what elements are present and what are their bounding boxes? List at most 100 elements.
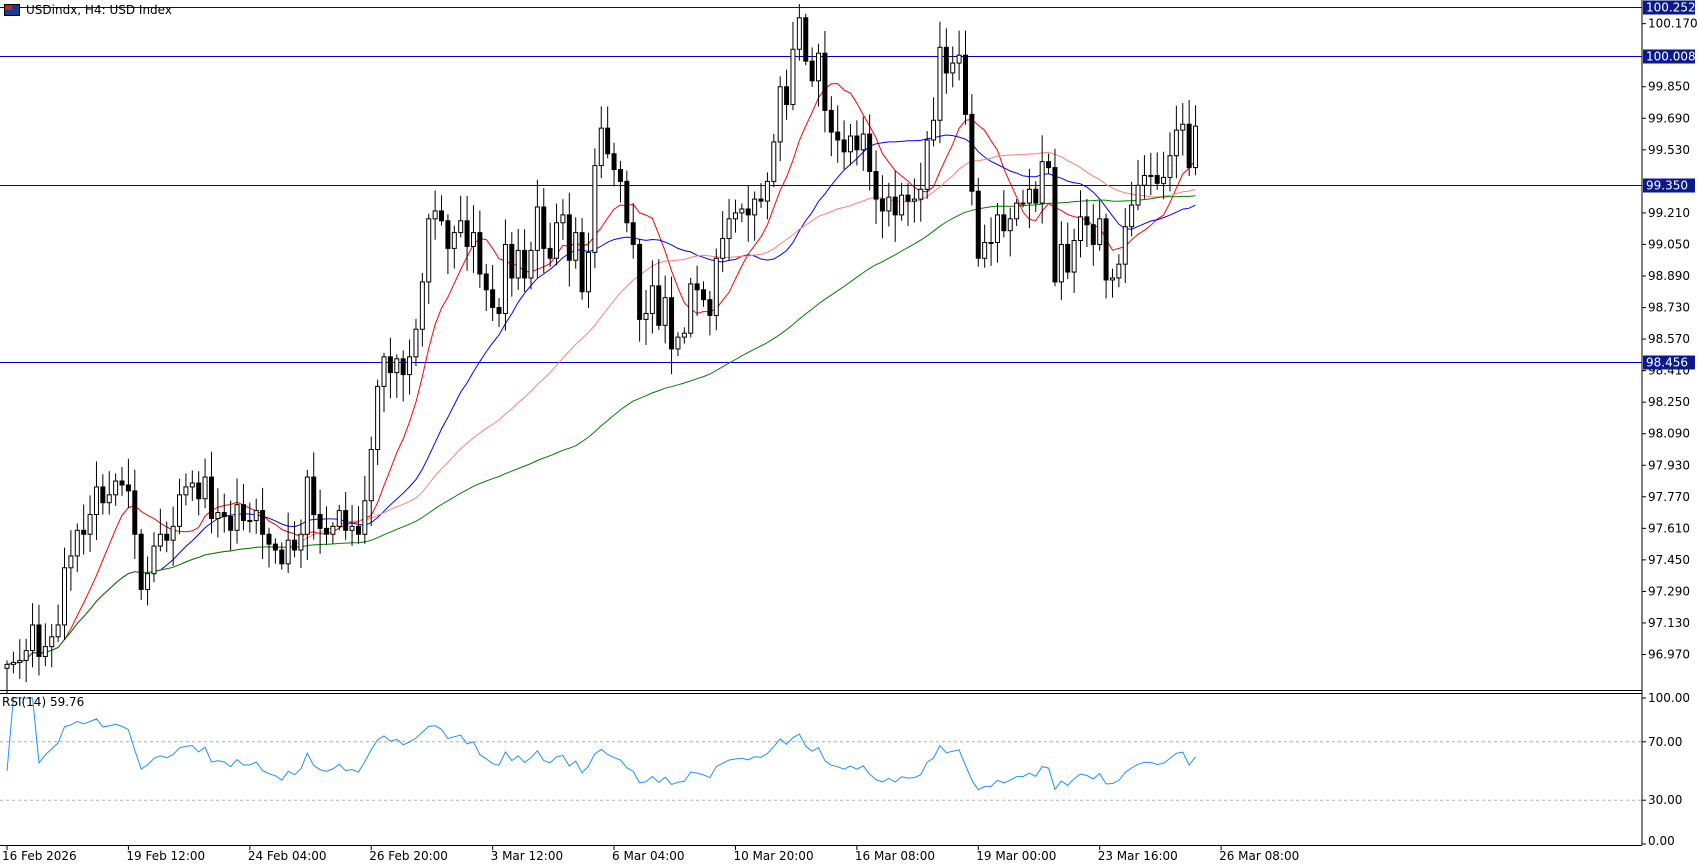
candle bbox=[809, 47, 815, 87]
candle bbox=[905, 183, 911, 226]
candle-body bbox=[713, 257, 719, 316]
candle-body bbox=[956, 54, 962, 64]
candle-body bbox=[873, 171, 879, 200]
candle bbox=[1109, 268, 1115, 298]
price-tick-label: 99.210 bbox=[1648, 206, 1690, 220]
candle bbox=[771, 133, 777, 188]
candle bbox=[17, 639, 23, 679]
candle-body bbox=[266, 533, 272, 545]
candle bbox=[554, 203, 560, 266]
candle-body bbox=[752, 198, 758, 216]
price-tick-label: 97.770 bbox=[1648, 490, 1690, 504]
candle-body bbox=[892, 196, 898, 216]
candle bbox=[1046, 153, 1052, 175]
candle-body bbox=[74, 529, 80, 557]
price-tick-label: 97.930 bbox=[1648, 458, 1690, 472]
candle-body bbox=[292, 539, 298, 551]
candle bbox=[899, 182, 905, 221]
rsi-tick-label: 70.00 bbox=[1648, 735, 1682, 749]
candle-body bbox=[215, 512, 221, 519]
candle-body bbox=[771, 141, 777, 182]
candle bbox=[688, 277, 694, 338]
candle-body bbox=[451, 232, 457, 249]
candle-body bbox=[963, 54, 968, 115]
candle-body bbox=[541, 206, 547, 249]
candle bbox=[42, 623, 48, 667]
candle bbox=[1033, 181, 1039, 213]
candle bbox=[1167, 132, 1173, 192]
rsi-line bbox=[6, 697, 1196, 791]
candle bbox=[208, 451, 214, 534]
candle bbox=[1078, 190, 1084, 258]
candle-body bbox=[49, 636, 55, 648]
candle bbox=[74, 523, 80, 573]
candle bbox=[617, 160, 623, 203]
candle-body bbox=[247, 519, 253, 522]
candle-body bbox=[132, 490, 138, 535]
candle-body bbox=[1161, 176, 1167, 184]
time-axis: 16 Feb 2026 19 Feb 12:00 24 Feb 04:00 26 Fe… bbox=[2, 845, 1299, 863]
candle-body bbox=[304, 476, 310, 535]
candle-body bbox=[183, 486, 189, 496]
candle bbox=[151, 532, 157, 583]
candle bbox=[387, 337, 393, 399]
candle-body bbox=[1058, 243, 1064, 283]
candle bbox=[988, 217, 994, 266]
candle-body bbox=[253, 510, 259, 521]
candle-body bbox=[1052, 167, 1058, 283]
candle-body bbox=[911, 198, 917, 202]
candle bbox=[860, 116, 866, 171]
candle bbox=[694, 265, 700, 317]
candle-body bbox=[732, 212, 738, 220]
candle-body bbox=[445, 220, 451, 249]
candle-body bbox=[1039, 161, 1045, 204]
candle bbox=[732, 199, 738, 233]
rsi-title: RSI(14) 59.76 bbox=[2, 695, 85, 709]
candle-body bbox=[777, 86, 783, 143]
price-tick-label: 96.970 bbox=[1648, 648, 1690, 662]
candle-body bbox=[1090, 224, 1096, 245]
candle-body bbox=[177, 494, 183, 527]
candle-body bbox=[560, 214, 566, 224]
candle-body bbox=[1167, 155, 1173, 178]
candle-body bbox=[1129, 204, 1135, 228]
candle-body bbox=[1154, 174, 1160, 184]
candle-body bbox=[1103, 218, 1109, 281]
candle bbox=[145, 556, 151, 606]
candle bbox=[803, 13, 809, 66]
candle-body bbox=[4, 663, 10, 669]
candle-body bbox=[617, 169, 623, 182]
candle-body bbox=[432, 210, 438, 220]
candle bbox=[924, 131, 930, 199]
candle bbox=[1026, 168, 1032, 229]
candle-body bbox=[662, 297, 668, 326]
candle bbox=[752, 191, 758, 241]
candle-body bbox=[189, 482, 195, 488]
candle bbox=[579, 218, 585, 300]
candle-body bbox=[886, 196, 892, 212]
candle bbox=[81, 504, 87, 555]
time-tick-label: 16 Mar 08:00 bbox=[855, 849, 935, 863]
candle-body bbox=[982, 241, 988, 259]
rsi-tick-label: 100.00 bbox=[1648, 691, 1690, 705]
ma-green-line bbox=[6, 195, 1196, 665]
candle-body bbox=[847, 135, 853, 153]
candle bbox=[1097, 200, 1103, 251]
ma-blue-line bbox=[6, 134, 1196, 665]
time-tick-label: 6 Mar 04:00 bbox=[612, 849, 685, 863]
candle bbox=[969, 94, 975, 206]
candle-body bbox=[720, 238, 726, 259]
candle-body bbox=[317, 514, 323, 529]
candle bbox=[911, 178, 917, 223]
candle-body bbox=[93, 486, 99, 516]
candle-body bbox=[240, 504, 246, 521]
candle bbox=[1020, 189, 1026, 208]
candle-body bbox=[509, 243, 515, 279]
candle bbox=[1058, 221, 1064, 300]
price-tick-label: 97.290 bbox=[1648, 584, 1690, 598]
candle bbox=[10, 651, 16, 674]
candle-body bbox=[272, 543, 278, 551]
candle-body bbox=[637, 243, 643, 320]
